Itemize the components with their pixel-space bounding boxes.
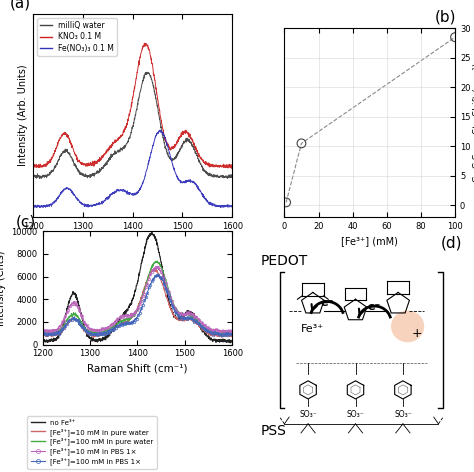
Y-axis label: Intensity (Cnts): Intensity (Cnts) bbox=[0, 250, 6, 326]
Text: (a): (a) bbox=[9, 0, 30, 10]
Text: (b): (b) bbox=[435, 9, 456, 25]
Text: SO₃⁻: SO₃⁻ bbox=[394, 410, 412, 419]
X-axis label: Raman Shift (cm⁻¹): Raman Shift (cm⁻¹) bbox=[87, 364, 188, 374]
Circle shape bbox=[391, 311, 424, 342]
Legend: milliQ water, KNO₃ 0.1 M, Fe(NO₃)₃ 0.1 M: milliQ water, KNO₃ 0.1 M, Fe(NO₃)₃ 0.1 M bbox=[37, 18, 117, 56]
Text: (d): (d) bbox=[441, 236, 462, 251]
Text: e⁻: e⁻ bbox=[320, 298, 334, 308]
Text: PEDOT: PEDOT bbox=[261, 254, 308, 268]
Text: Fe³⁺: Fe³⁺ bbox=[301, 324, 324, 334]
Text: e⁻: e⁻ bbox=[368, 302, 381, 312]
Point bbox=[451, 34, 459, 41]
Y-axis label: Intensity (Arb. Units): Intensity (Arb. Units) bbox=[18, 65, 27, 167]
Text: (c): (c) bbox=[16, 214, 36, 229]
X-axis label: Raman Shift (cm⁻¹): Raman Shift (cm⁻¹) bbox=[82, 236, 183, 246]
X-axis label: [Fe³⁺] (mM): [Fe³⁺] (mM) bbox=[341, 236, 398, 246]
Text: +: + bbox=[412, 327, 422, 340]
Text: PSS: PSS bbox=[261, 424, 287, 438]
Legend: no Fe³⁺, [Fe³⁺]=10 mM in pure water, [Fe³⁺]=100 mM in pure water, [Fe³⁺]=10 mM i: no Fe³⁺, [Fe³⁺]=10 mM in pure water, [Fe… bbox=[27, 416, 157, 469]
Text: SO₃⁻: SO₃⁻ bbox=[346, 410, 365, 419]
Point bbox=[298, 140, 305, 147]
Point bbox=[283, 199, 290, 206]
Text: SO₃⁻: SO₃⁻ bbox=[299, 410, 317, 419]
